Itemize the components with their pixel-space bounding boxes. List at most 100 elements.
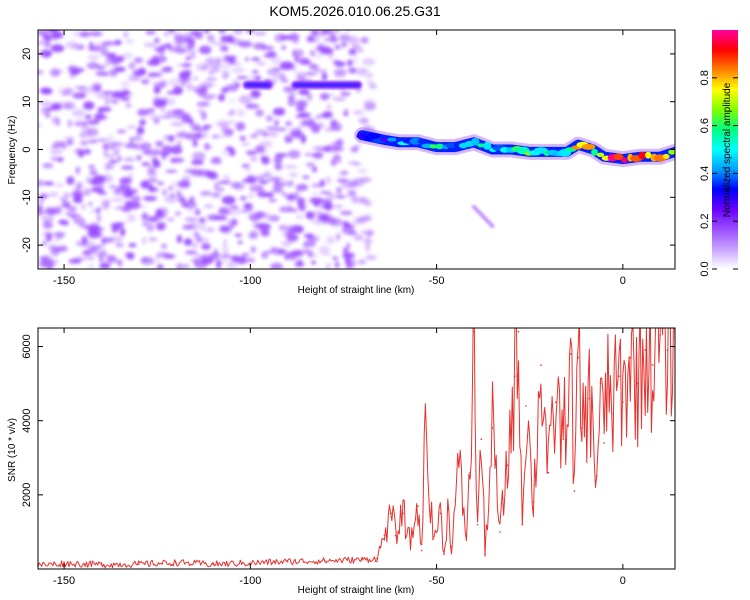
noise-speck [298,202,302,208]
snr-point [644,349,646,352]
upper-band [242,80,363,89]
noise-speck [287,97,295,107]
noise-speck [120,80,130,90]
noise-speck [143,195,157,202]
noise-speck [333,204,344,209]
noise-speck [104,98,109,107]
noise-speck [53,71,61,76]
noise-speck [66,139,74,146]
noise-speck [241,163,251,168]
noise-speck [101,202,110,210]
noise-speck [75,186,82,194]
noise-speck [85,114,92,120]
noise-speck [249,133,258,139]
y-tick-label: -20 [21,237,33,253]
noise-speck [86,127,99,137]
noise-speck [165,169,178,173]
noise-speck [163,134,176,141]
noise-speck [236,76,248,80]
y-tick-label: 2000 [21,483,33,507]
noise-speck [332,146,345,152]
snr-point [286,560,289,563]
ridge-blob [483,141,492,150]
noise-speck [279,206,293,213]
noise-speck [211,134,219,139]
noise-speck [248,258,256,263]
noise-speck [77,45,85,50]
x-tick-label: 0 [620,575,626,587]
noise-speck [50,102,62,111]
snr-y-axis: 2000 4000 6000 [21,334,675,507]
noise-speck [220,253,232,259]
noise-speck [197,107,204,115]
noise-speck [260,193,275,197]
noise-speck [195,62,209,72]
noise-speck [174,211,182,217]
noise-speck [119,177,133,185]
noise-speck [117,155,122,162]
noise-speck [188,207,193,214]
noise-speck [237,240,243,245]
noise-speck [154,212,167,220]
snr-point [540,364,542,366]
noise-speck [351,48,359,58]
noise-speck [202,124,213,128]
noise-speck [114,39,122,46]
noise-speck [38,30,47,36]
noise-speck [79,31,91,38]
noise-speck [278,224,288,232]
noise-speck [112,226,120,232]
x-tick-label: -100 [239,575,261,587]
noise-speck [148,71,162,77]
noise-speck [274,153,288,158]
noise-speck [274,119,279,127]
noise-speck [232,79,238,85]
noise-speck [88,264,94,269]
noise-speck [347,258,357,268]
noise-speck [279,73,286,80]
noise-speck [52,142,62,148]
noise-speck [221,70,230,80]
snr-points [38,330,675,567]
ridge-blob [417,138,426,145]
noise-speck [190,259,203,263]
noise-speck [272,107,286,116]
noise-speck [295,88,301,94]
noise-speck [309,216,322,225]
noise-speck [154,118,160,124]
noise-speck [99,256,103,262]
snr-point [402,512,404,515]
noise-speck [305,162,316,168]
noise-speck [154,46,166,52]
noise-speck [295,127,301,136]
noise-speck [265,115,274,122]
noise-speck [89,139,98,144]
colorbar-ticks: 0.0 0.2 0.4 0.6 0.8 [699,70,738,277]
noise-speck [334,261,340,269]
noise-speck [171,109,185,114]
noise-speck [110,198,125,202]
noise-speck [182,224,194,230]
noise-speck [44,181,54,186]
noise-speck [326,193,336,200]
noise-speck [118,260,123,269]
noise-speck [365,72,374,78]
snr-point [469,471,471,474]
noise-speck [192,87,203,93]
noise-speck [332,97,347,102]
noise-speck [226,260,240,268]
snr-point [514,375,516,378]
noise-specks [38,30,378,269]
noise-speck [99,106,112,112]
noise-speck [50,44,65,53]
noise-speck [39,49,53,58]
snr-point [525,405,527,407]
noise-speck [154,37,160,44]
noise-speck [128,74,141,82]
noise-speck [303,72,317,76]
colorbar: 0.0 0.2 0.4 0.6 0.8 Normalized spectral ampl… [699,30,738,277]
noise-speck [41,259,55,268]
noise-speck [340,40,348,48]
noise-speck [155,140,164,147]
